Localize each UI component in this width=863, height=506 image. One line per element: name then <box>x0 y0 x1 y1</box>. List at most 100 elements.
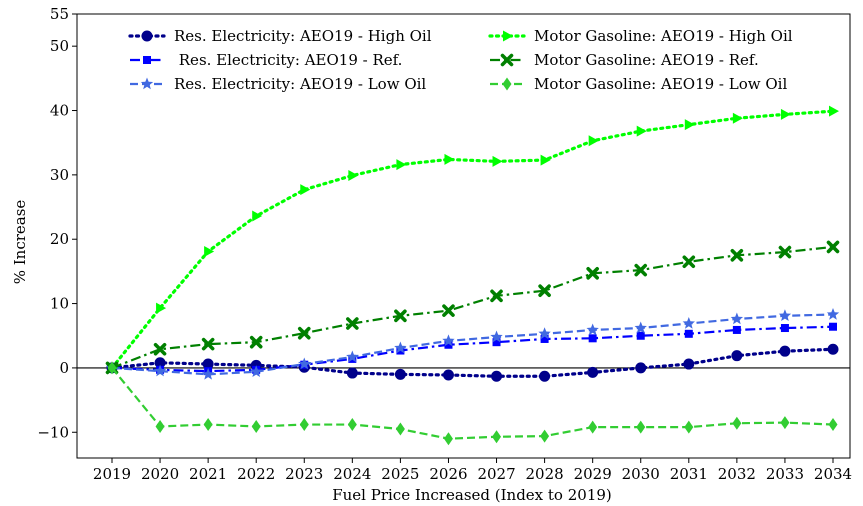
legend-entry-0: Res. Electricity: AEO19 - High Oil <box>128 27 432 45</box>
data-point <box>682 317 695 329</box>
data-point <box>300 184 311 196</box>
series-line <box>111 313 834 376</box>
data-point <box>249 335 263 349</box>
data-point <box>684 329 693 338</box>
data-point <box>394 368 406 380</box>
legend-label: Res. Electricity: AEO19 - Ref. <box>174 51 402 69</box>
data-point <box>201 337 215 351</box>
data-point <box>682 255 696 269</box>
data-point <box>636 420 646 434</box>
legend-swatch-marker <box>141 30 153 42</box>
data-point <box>396 159 407 171</box>
data-point <box>490 289 503 303</box>
data-point <box>634 321 647 334</box>
legend-entry-5: Motor Gasoline: AEO19 - Low Oil <box>490 75 787 93</box>
data-point <box>780 416 790 430</box>
data-point <box>683 358 695 370</box>
legend-entry-2: Res. Electricity: AEO19 - Low Oil <box>130 75 426 93</box>
data-point <box>778 309 792 322</box>
data-point <box>539 370 551 382</box>
data-point <box>348 170 359 182</box>
data-point <box>153 342 167 356</box>
x-tick-label: 2023 <box>285 465 323 483</box>
y-tick-label: 40 <box>50 102 69 120</box>
data-point <box>828 418 838 432</box>
y-tick-label: −10 <box>37 423 69 441</box>
data-point <box>778 245 792 259</box>
data-point <box>684 119 695 131</box>
data-point <box>203 418 213 432</box>
data-point <box>252 210 263 222</box>
data-point <box>780 324 789 333</box>
data-point <box>588 420 598 434</box>
x-tick-label: 2028 <box>526 465 564 483</box>
data-point <box>826 308 840 320</box>
legend-label: Motor Gasoline: AEO19 - High Oil <box>534 27 793 45</box>
data-point <box>346 367 358 379</box>
data-point <box>297 326 311 340</box>
data-point <box>732 416 742 430</box>
data-point <box>540 429 550 443</box>
data-point <box>156 302 167 314</box>
data-point <box>588 135 599 147</box>
data-point <box>730 312 744 325</box>
data-point <box>442 304 455 317</box>
data-point <box>251 419 261 433</box>
plot-area <box>77 105 850 446</box>
data-point <box>443 432 453 446</box>
y-tick-label: 0 <box>59 359 69 377</box>
y-tick-label: 20 <box>50 230 69 248</box>
data-point <box>395 422 405 436</box>
data-point <box>394 341 407 354</box>
data-point <box>201 367 215 380</box>
data-point <box>346 317 359 330</box>
x-tick-label: 2034 <box>814 465 852 483</box>
legend-label: Res. Electricity: AEO19 - High Oil <box>174 27 432 45</box>
data-point <box>444 340 453 349</box>
series-line <box>110 347 835 378</box>
legend-entry-1: Res. Electricity: AEO19 - Ref. <box>130 51 402 69</box>
data-point <box>491 370 503 382</box>
data-point <box>538 284 551 297</box>
data-point <box>346 350 359 363</box>
series-0 <box>106 343 839 382</box>
x-tick-label: 2024 <box>333 465 371 483</box>
data-point <box>492 155 503 167</box>
plot-frame <box>76 13 851 459</box>
data-point <box>538 327 551 340</box>
data-point <box>492 430 502 444</box>
data-point <box>107 361 117 375</box>
data-point <box>586 323 599 336</box>
legend-swatch-marker <box>140 77 154 90</box>
x-tick-label: 2022 <box>237 465 275 483</box>
series-3 <box>108 105 839 374</box>
legend-label: Res. Electricity: AEO19 - Low Oil <box>174 75 426 93</box>
legend-entry-4: Motor Gasoline: AEO19 - Ref. <box>490 51 759 69</box>
series-line <box>111 245 834 369</box>
x-tick-label: 2019 <box>93 465 131 483</box>
data-point <box>827 343 839 355</box>
data-point <box>732 112 743 124</box>
data-point <box>829 322 837 331</box>
data-point <box>826 240 840 254</box>
x-tick-label: 2021 <box>189 465 227 483</box>
data-point <box>634 263 648 277</box>
x-tick-label: 2030 <box>622 465 660 483</box>
series-2 <box>105 308 840 380</box>
data-point <box>442 369 454 381</box>
data-point <box>490 330 503 343</box>
series-line <box>111 367 834 440</box>
data-point <box>635 362 647 374</box>
legend: Res. Electricity: AEO19 - High Oil Res. … <box>128 27 793 93</box>
legend-entry-3: Motor Gasoline: AEO19 - High Oil <box>488 27 793 45</box>
x-tick-label: 2027 <box>477 465 515 483</box>
x-tick-label: 2025 <box>381 465 419 483</box>
x-tick-label: 2032 <box>718 465 756 483</box>
data-point <box>829 105 839 117</box>
data-point <box>636 125 647 137</box>
y-axis-label: % Increase <box>11 200 29 285</box>
legend-swatch-marker <box>503 30 513 42</box>
data-point <box>730 249 744 262</box>
x-tick-label: 2031 <box>670 465 708 483</box>
